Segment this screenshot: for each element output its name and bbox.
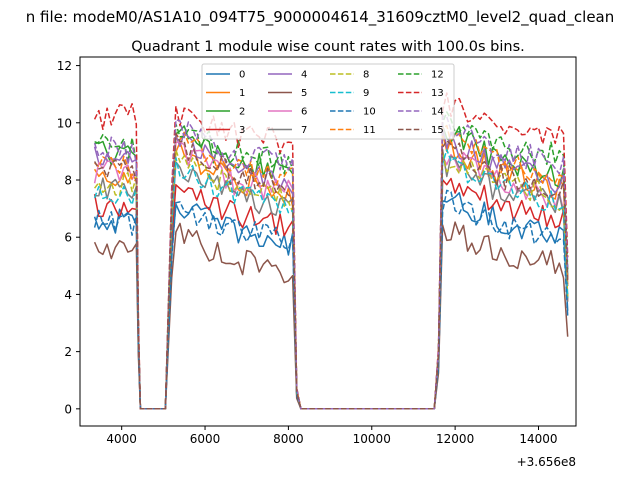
plot-frame: [79, 56, 577, 427]
series-line-15: [93, 132, 569, 410]
legend-label-1: 1: [239, 88, 245, 99]
legend-label-15: 15: [431, 125, 444, 136]
legend-label-11: 11: [363, 125, 376, 136]
legend-label-4: 4: [301, 70, 307, 81]
y-tick-label: 10: [57, 116, 72, 130]
legend-label-8: 8: [363, 70, 369, 81]
series-line-9: [93, 148, 569, 410]
y-tick-label: 4: [64, 288, 72, 302]
y-axis: 0 2 4 6 8 10 12: [57, 59, 80, 416]
legend-box: [201, 63, 455, 140]
x-tick-label: 6000: [190, 432, 221, 446]
legend-label-13: 13: [431, 88, 444, 99]
x-axis-offset-label: +3.656e8: [517, 455, 576, 469]
x-tick-label: 4000: [106, 432, 137, 446]
legend-label-7: 7: [301, 125, 307, 136]
legend-label-3: 3: [239, 125, 245, 136]
y-tick-label: 6: [64, 231, 72, 245]
y-tick-label: 12: [57, 59, 72, 73]
legend-label-5: 5: [301, 88, 307, 99]
y-tick-label: 0: [64, 402, 72, 416]
x-tick-label: 8000: [273, 432, 304, 446]
x-axis: 4000 6000 8000 10000 12000 14000: [106, 426, 558, 446]
chart-title: Quadrant 1 module wise count rates with …: [131, 39, 525, 55]
legend-label-12: 12: [431, 70, 444, 81]
legend-label-6: 6: [301, 107, 307, 118]
y-tick-label: 2: [64, 345, 72, 359]
x-tick-label: 14000: [519, 432, 557, 446]
legend-label-0: 0: [239, 70, 245, 81]
chart-suptitle: n file: modeM0/AS1A10_094T75_9000004614_…: [26, 8, 615, 27]
legend-label-10: 10: [363, 107, 376, 118]
legend-label-2: 2: [239, 107, 245, 118]
legend-label-9: 9: [363, 88, 369, 99]
series-line-8: [93, 149, 569, 410]
x-tick-label: 10000: [353, 432, 391, 446]
x-tick-label: 12000: [436, 432, 474, 446]
series-layer: [93, 92, 569, 410]
legend-label-14: 14: [431, 107, 444, 118]
y-tick-label: 8: [64, 174, 72, 188]
